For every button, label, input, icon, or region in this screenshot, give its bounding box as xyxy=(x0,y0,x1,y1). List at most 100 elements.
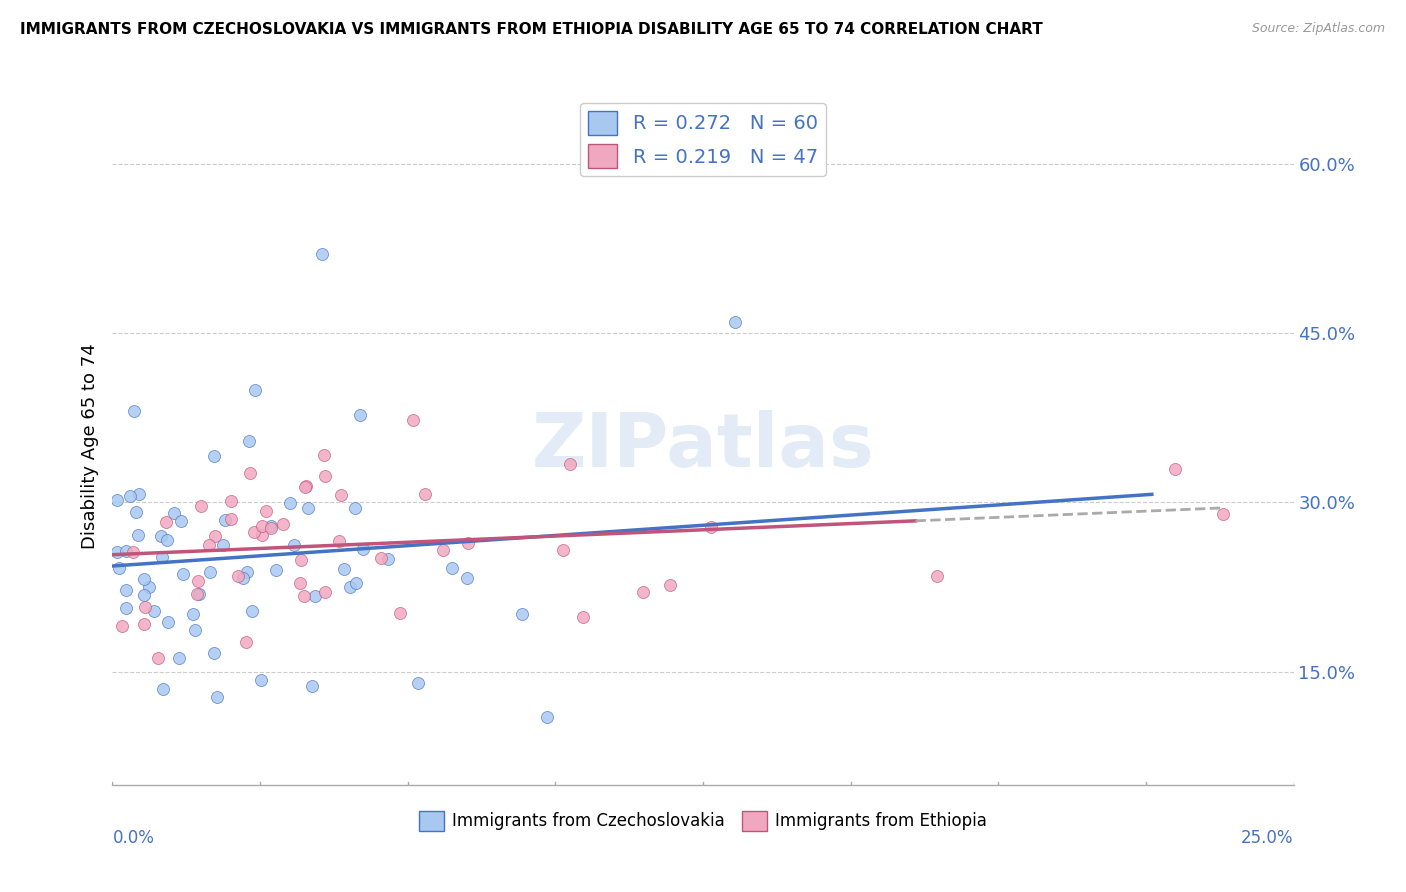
Point xyxy=(292,590,315,604)
Point xyxy=(108,561,131,575)
Point xyxy=(236,565,259,579)
Point xyxy=(389,606,412,620)
Point xyxy=(125,505,148,519)
Text: IMMIGRANTS FROM CZECHOSLOVAKIA VS IMMIGRANTS FROM ETHIOPIA DISABILITY AGE 65 TO : IMMIGRANTS FROM CZECHOSLOVAKIA VS IMMIGR… xyxy=(20,22,1042,37)
Point xyxy=(200,565,222,579)
Point xyxy=(239,466,262,480)
Point xyxy=(278,496,301,510)
Point xyxy=(266,563,288,577)
Text: ZIPatlas: ZIPatlas xyxy=(531,409,875,483)
Point xyxy=(510,607,533,621)
Point xyxy=(659,577,682,591)
Point xyxy=(142,604,165,618)
Point xyxy=(221,494,243,508)
Point xyxy=(132,572,155,586)
Point xyxy=(333,562,356,576)
Point xyxy=(134,600,156,615)
Point xyxy=(243,525,266,540)
Point xyxy=(254,504,277,518)
Point xyxy=(204,449,226,463)
Point xyxy=(294,480,316,494)
Text: 0.0%: 0.0% xyxy=(112,829,155,847)
Legend: Immigrants from Czechoslovakia, Immigrants from Ethiopia: Immigrants from Czechoslovakia, Immigran… xyxy=(412,804,994,838)
Point xyxy=(226,568,249,582)
Point xyxy=(122,545,145,559)
Point xyxy=(352,542,374,557)
Point xyxy=(181,607,204,622)
Point xyxy=(212,538,235,552)
Point xyxy=(349,408,371,422)
Point xyxy=(314,585,336,599)
Point xyxy=(401,413,423,427)
Point xyxy=(297,500,319,515)
Point xyxy=(288,575,311,590)
Point xyxy=(115,544,138,558)
Point xyxy=(301,679,323,693)
Point xyxy=(343,500,366,515)
Point xyxy=(295,478,318,492)
Text: Source: ZipAtlas.com: Source: ZipAtlas.com xyxy=(1251,22,1385,36)
Point xyxy=(184,623,207,637)
Y-axis label: Disability Age 65 to 74: Disability Age 65 to 74 xyxy=(80,343,98,549)
Point xyxy=(214,513,236,527)
Point xyxy=(118,489,141,503)
Point xyxy=(344,576,367,591)
Point xyxy=(250,519,273,533)
Point xyxy=(187,574,209,588)
Point xyxy=(190,499,212,513)
Point xyxy=(290,552,312,566)
Point xyxy=(314,469,336,483)
Point xyxy=(157,615,180,629)
Point xyxy=(370,550,392,565)
Point xyxy=(440,560,463,574)
Point xyxy=(724,315,747,329)
Point xyxy=(1212,507,1234,521)
Point xyxy=(202,646,225,660)
Point xyxy=(105,492,128,507)
Point xyxy=(155,515,177,529)
Point xyxy=(127,528,149,542)
Point xyxy=(377,552,399,566)
Point xyxy=(700,519,723,533)
Point xyxy=(235,635,257,649)
Point xyxy=(260,520,283,534)
Point xyxy=(536,710,558,724)
Point xyxy=(114,601,136,615)
Point xyxy=(186,586,208,600)
Point xyxy=(240,605,263,619)
Point xyxy=(122,404,145,418)
Point xyxy=(271,517,294,532)
Point xyxy=(339,580,361,594)
Point xyxy=(631,585,654,599)
Point xyxy=(150,529,173,543)
Point xyxy=(148,650,170,665)
Point xyxy=(219,512,242,526)
Point xyxy=(150,550,173,565)
Point xyxy=(115,582,138,597)
Point xyxy=(132,617,155,632)
Point xyxy=(243,383,266,397)
Point xyxy=(304,589,326,603)
Point xyxy=(1164,461,1187,475)
Point xyxy=(204,529,226,543)
Point xyxy=(456,571,478,585)
Point xyxy=(925,569,948,583)
Point xyxy=(167,651,190,665)
Point xyxy=(105,545,128,559)
Point xyxy=(413,487,436,501)
Point xyxy=(232,572,254,586)
Point xyxy=(156,533,179,548)
Point xyxy=(553,542,575,557)
Point xyxy=(311,247,333,261)
Point xyxy=(328,533,350,548)
Point xyxy=(238,434,260,449)
Point xyxy=(152,681,174,696)
Point xyxy=(283,538,305,552)
Point xyxy=(432,543,454,558)
Point xyxy=(172,566,194,581)
Point xyxy=(560,457,582,471)
Point xyxy=(138,580,160,594)
Point xyxy=(572,610,595,624)
Point xyxy=(170,514,193,528)
Point xyxy=(250,528,273,542)
